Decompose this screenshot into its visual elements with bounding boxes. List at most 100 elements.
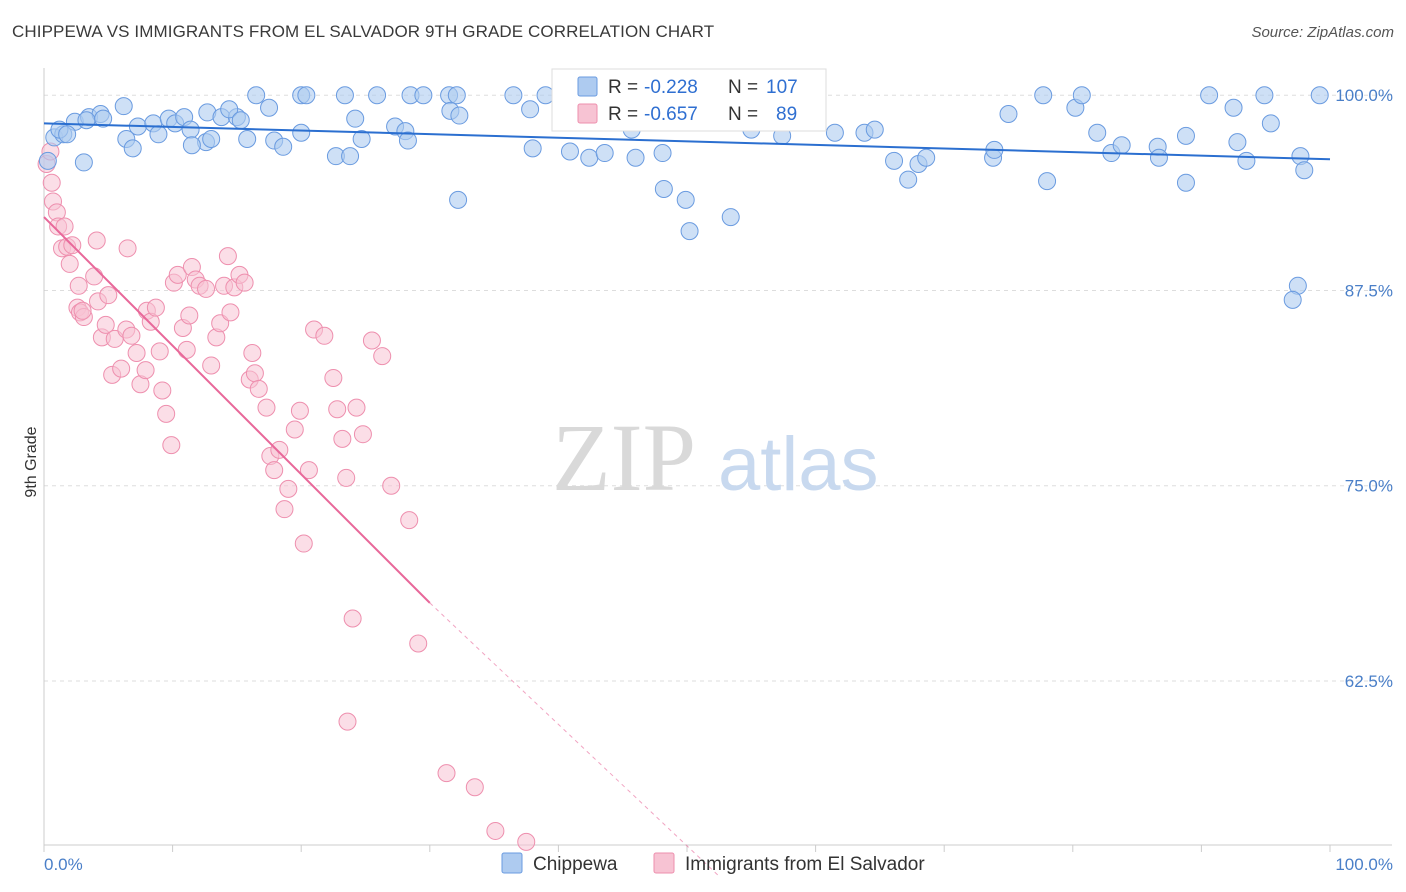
- chippewa-point-52: [450, 106, 469, 125]
- legend-n-label-1: N =: [728, 77, 758, 98]
- el-salvador-point-16: [85, 267, 104, 286]
- chippewa-point-89: [1176, 173, 1195, 192]
- y-tick-label-0: 100.0%: [1335, 86, 1393, 105]
- legend-n-value-2: 89: [776, 104, 797, 125]
- chippewa-point-97: [1295, 161, 1314, 180]
- chippewa-point-10: [114, 97, 133, 116]
- x-tick-labels: 0.0% 100.0%: [44, 855, 1393, 874]
- y-axis-label: 9th Grade: [23, 426, 40, 497]
- chippewa-point-34: [74, 153, 93, 172]
- chippewa-point-26: [368, 86, 387, 105]
- chippewa-point-98: [1310, 86, 1329, 105]
- el-salvador-point-60: [257, 398, 276, 417]
- el-salvador-point-51: [218, 247, 237, 266]
- el-salvador-point-83: [400, 511, 419, 530]
- chippewa-point-7: [58, 125, 77, 144]
- bottom-legend-swatch-chippewa: [501, 852, 523, 874]
- chippewa-point-31: [504, 86, 523, 105]
- el-salvador-trend-line: [43, 216, 431, 604]
- el-salvador-point-73: [328, 400, 347, 419]
- chippewa-point-45: [341, 147, 360, 166]
- el-salvador-point-24: [112, 359, 131, 378]
- el-salvador-point-52: [221, 303, 240, 322]
- bottom-legend-chippewa: Chippewa: [533, 854, 618, 875]
- chippewa-point-36: [123, 139, 142, 158]
- chippewa-point-37: [149, 125, 168, 144]
- el-salvador-point-17: [87, 231, 106, 250]
- watermark-atlas: atlas: [718, 422, 879, 507]
- chippewa-point-55: [560, 142, 579, 161]
- chippewa-point-83: [1088, 123, 1107, 142]
- chippewa-point-42: [274, 137, 293, 156]
- el-salvador-point-36: [157, 404, 176, 423]
- el-salvador-point-75: [337, 468, 356, 487]
- bottom-legend-el-salvador: Immigrants from El Salvador: [685, 854, 925, 875]
- stats-legend-box: [551, 68, 827, 132]
- source-credit: Source: ZipAtlas.com: [1251, 24, 1394, 41]
- series-el-salvador-points: [37, 142, 536, 851]
- chippewa-point-82: [1072, 86, 1091, 105]
- chippewa-point-73: [899, 170, 918, 189]
- chippewa-point-64: [626, 148, 645, 167]
- x-tick-label-0: 0.0%: [44, 855, 83, 874]
- chippewa-point-102: [182, 136, 201, 155]
- chippewa-point-72: [885, 151, 904, 170]
- el-salvador-point-69: [299, 461, 318, 480]
- chippewa-point-20: [231, 111, 250, 130]
- el-salvador-point-11: [69, 276, 88, 295]
- legend-n-label-2: N =: [728, 104, 758, 125]
- trend-lines: [43, 122, 1331, 877]
- chippewa-trend-line: [43, 122, 1331, 161]
- chippewa-point-21: [247, 86, 266, 105]
- el-salvador-point-84: [409, 634, 428, 653]
- el-salvador-point-2: [42, 173, 61, 192]
- el-salvador-point-21: [99, 286, 118, 305]
- chippewa-point-63: [595, 144, 614, 163]
- chippewa-point-47: [352, 129, 371, 148]
- el-salvador-point-41: [177, 340, 196, 359]
- el-salvador-point-71: [315, 326, 334, 345]
- chippewa-point-78: [999, 104, 1018, 123]
- el-salvador-point-64: [275, 500, 294, 519]
- el-salvador-point-39: [168, 265, 187, 284]
- el-salvador-point-30: [136, 361, 155, 380]
- el-salvador-point-37: [162, 436, 181, 455]
- legend-r-value-1: -0.228: [644, 77, 698, 98]
- chippewa-point-85: [1112, 136, 1131, 155]
- chippewa-point-101: [202, 129, 221, 148]
- chippewa-point-25: [335, 86, 354, 105]
- legend-r-label-1: R =: [608, 77, 638, 98]
- chippewa-point-90: [1200, 86, 1219, 105]
- el-salvador-point-76: [343, 609, 362, 628]
- chippewa-point-32: [536, 86, 555, 105]
- el-salvador-point-58: [245, 364, 264, 383]
- el-salvador-point-59: [249, 379, 268, 398]
- el-salvador-point-74: [333, 429, 352, 448]
- chippewa-point-56: [580, 148, 599, 167]
- chippewa-point-92: [1228, 133, 1247, 152]
- chippewa-point-88: [1176, 126, 1195, 145]
- el-salvador-point-28: [127, 343, 146, 362]
- chippewa-point-75: [917, 148, 936, 167]
- chippewa-point-61: [676, 190, 695, 209]
- el-salvador-point-67: [290, 401, 309, 420]
- el-salvador-point-20: [96, 315, 115, 334]
- chippewa-point-94: [1255, 86, 1274, 105]
- el-salvador-point-55: [235, 273, 254, 292]
- stats-legend: R = -0.228 N = 107 R = -0.657 N = 89: [551, 68, 827, 132]
- chippewa-point-62: [449, 190, 468, 209]
- el-salvador-point-88: [517, 832, 536, 851]
- chippewa-point-93: [1237, 151, 1256, 170]
- el-salvador-point-7: [55, 217, 74, 236]
- y-tick-label-3: 62.5%: [1345, 672, 1393, 691]
- chippewa-point-53: [521, 100, 540, 119]
- y-tick-label-2: 75.0%: [1345, 477, 1393, 496]
- el-salvador-trend-extension: [429, 602, 720, 877]
- chippewa-point-28: [414, 86, 433, 105]
- el-salvador-point-27: [118, 239, 137, 258]
- legend-n-value-1: 107: [766, 77, 798, 98]
- el-salvador-point-82: [382, 476, 401, 495]
- series-chippewa-points: [38, 86, 1329, 309]
- chippewa-point-71: [865, 120, 884, 139]
- el-salvador-point-85: [437, 764, 456, 783]
